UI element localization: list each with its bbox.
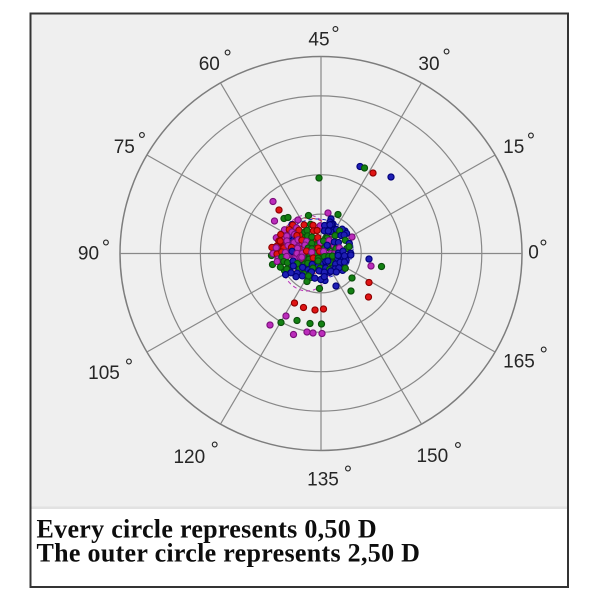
svg-text:165: 165 — [503, 352, 535, 373]
svg-text:°: ° — [210, 439, 218, 462]
svg-text:°: ° — [539, 236, 547, 259]
svg-text:90: 90 — [78, 244, 99, 265]
svg-text:°: ° — [125, 355, 133, 378]
svg-text:°: ° — [102, 236, 110, 259]
svg-text:135: 135 — [307, 470, 339, 491]
svg-text:°: ° — [454, 439, 462, 462]
svg-text:°: ° — [223, 46, 231, 69]
svg-text:15: 15 — [503, 137, 524, 158]
svg-text:°: ° — [331, 23, 339, 46]
svg-text:150: 150 — [416, 446, 448, 467]
svg-text:°: ° — [138, 129, 146, 152]
svg-text:The outer circle represents 2,: The outer circle represents 2,50 D — [37, 539, 421, 568]
svg-text:Every circle represents 0,50 D: Every circle represents 0,50 D — [37, 515, 377, 544]
svg-text:45: 45 — [308, 30, 329, 51]
svg-text:0: 0 — [528, 242, 539, 263]
svg-text:105: 105 — [88, 363, 120, 384]
svg-text:°: ° — [539, 343, 547, 366]
svg-text:30: 30 — [418, 54, 439, 75]
svg-text:°: ° — [442, 46, 450, 69]
svg-text:60: 60 — [199, 54, 220, 75]
svg-text:°: ° — [344, 462, 352, 485]
svg-text:75: 75 — [114, 137, 135, 158]
svg-text:°: ° — [527, 129, 535, 152]
svg-text:120: 120 — [173, 447, 205, 468]
